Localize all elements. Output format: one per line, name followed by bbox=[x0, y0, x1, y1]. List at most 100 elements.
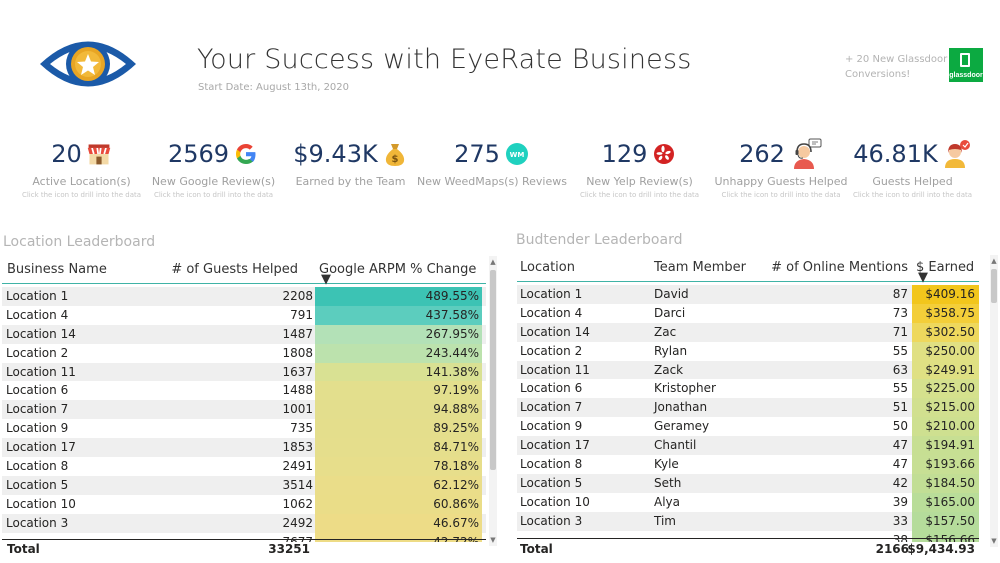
kpi-yelp-reviews[interactable]: 129 New Yelp Review(s) Click the icon to… bbox=[572, 138, 707, 199]
cell-guests-helped: 735 bbox=[290, 421, 313, 436]
col-google-arpm[interactable]: Google ARPM % Change bbox=[319, 262, 477, 277]
cell-location: Location 2 bbox=[520, 343, 583, 358]
cell-team-member: Jonathan bbox=[654, 400, 708, 415]
table-row[interactable]: Location 1 David 87 $409.16 bbox=[517, 285, 979, 304]
total-online-mentions: 2166 bbox=[875, 542, 909, 556]
cell-team-member: Seth bbox=[654, 475, 682, 490]
cell-earned: $302.50 bbox=[912, 322, 979, 342]
table-row[interactable]: Location 5 Seth 42 $184.50 bbox=[517, 473, 979, 493]
cell-team-member: Alya bbox=[654, 494, 680, 509]
cell-google-arpm: 437.58% bbox=[315, 305, 482, 325]
location-table-scrollbar[interactable]: ▲ ▼ bbox=[489, 256, 497, 546]
table-row[interactable]: Location 5 3514 62.12% bbox=[2, 475, 486, 495]
kpi-value: $9.43K bbox=[293, 140, 378, 168]
yelp-icon[interactable] bbox=[651, 141, 677, 167]
cell-online-mentions: 63 bbox=[892, 362, 908, 377]
scroll-up-icon[interactable]: ▲ bbox=[991, 257, 997, 265]
col-team-member[interactable]: Team Member bbox=[654, 260, 746, 275]
table-row[interactable]: Location 10 Alya 39 $165.00 bbox=[517, 492, 979, 512]
table-row[interactable]: Location 3 Tim 33 $157.50 bbox=[517, 511, 979, 531]
cell-google-arpm: 46.67% bbox=[315, 513, 482, 533]
table-row[interactable]: Location 4 Darci 73 $358.75 bbox=[517, 303, 979, 323]
kpi-active-locations[interactable]: 20 Active Location(s) Click the icon to … bbox=[14, 138, 149, 199]
cell-online-mentions: 55 bbox=[892, 381, 908, 396]
table-row[interactable]: Location 11 Zack 63 $249.91 bbox=[517, 360, 979, 380]
table-row[interactable]: Location 17 Chantil 47 $194.91 bbox=[517, 436, 979, 456]
cell-google-arpm: 141.38% bbox=[315, 362, 482, 382]
table-body: Location 1 2208 489.55% Location 4 791 437.58… bbox=[2, 287, 486, 542]
col-location[interactable]: Location bbox=[520, 260, 575, 275]
google-icon[interactable] bbox=[233, 141, 259, 167]
cell-guests-helped: 1488 bbox=[282, 383, 313, 398]
table-row[interactable]: 38 $156.66 bbox=[517, 530, 979, 542]
cell-business-name: Location 1 bbox=[6, 289, 69, 303]
glassdoor-logo[interactable]: glassdoor bbox=[949, 48, 983, 82]
support-agent-icon[interactable] bbox=[789, 138, 823, 169]
table-row[interactable]: Location 7 Jonathan 51 $215.00 bbox=[517, 398, 979, 418]
table-row[interactable]: Location 3 2492 46.67% bbox=[2, 513, 486, 533]
table-row[interactable]: Location 9 Geramey 50 $210.00 bbox=[517, 417, 979, 437]
cell-location: Location 17 bbox=[520, 438, 590, 453]
kpi-google-reviews[interactable]: 2569 New Google Review(s) Click the icon… bbox=[146, 138, 281, 199]
table-row[interactable]: Location 8 Kyle 47 $193.66 bbox=[517, 455, 979, 474]
table-row[interactable]: Location 10 1062 60.86% bbox=[2, 494, 486, 514]
sort-desc-icon[interactable]: ▼ bbox=[918, 270, 928, 285]
scroll-thumb[interactable] bbox=[490, 270, 496, 470]
table-row[interactable]: Location 6 Kristopher 55 $225.00 bbox=[517, 379, 979, 399]
total-label: Total bbox=[7, 542, 40, 556]
cell-business-name: Location 9 bbox=[6, 421, 69, 436]
kpi-hint: Click the icon to drill into the data bbox=[21, 191, 142, 199]
kpi-guests-helped[interactable]: 46.81K Guests Helped Click the icon to d… bbox=[850, 138, 975, 199]
table-row[interactable]: Location 2 Rylan 55 $250.00 bbox=[517, 341, 979, 361]
kpi-unhappy-guests[interactable]: 262 Unhappy Guests Helped Click the icon… bbox=[712, 138, 850, 199]
scroll-down-icon[interactable]: ▼ bbox=[490, 536, 496, 544]
cell-location: Location 6 bbox=[520, 381, 583, 396]
col-business-name[interactable]: Business Name bbox=[7, 262, 107, 277]
cell-business-name: Location 11 bbox=[6, 364, 76, 379]
cell-earned: $249.91 bbox=[912, 360, 979, 380]
table-row[interactable]: Location 8 2491 78.18% bbox=[2, 457, 486, 476]
cell-google-arpm: 94.88% bbox=[315, 400, 482, 420]
kpi-weedmaps-reviews[interactable]: 275 WM New WeedMaps(s) Reviews bbox=[417, 138, 567, 188]
weedmaps-icon[interactable]: WM bbox=[504, 141, 530, 167]
table-row[interactable]: Location 9 735 89.25% bbox=[2, 419, 486, 439]
table-row[interactable]: Location 17 1853 84.71% bbox=[2, 438, 486, 458]
table-row[interactable]: Location 2 1808 243.44% bbox=[2, 343, 486, 363]
guest-icon[interactable] bbox=[942, 140, 972, 168]
table-row[interactable]: Location 11 1637 141.38% bbox=[2, 362, 486, 382]
cell-team-member: Tim bbox=[654, 513, 676, 528]
cell-earned: $225.00 bbox=[912, 379, 979, 399]
cell-online-mentions: 50 bbox=[892, 419, 908, 434]
scroll-down-icon[interactable]: ▼ bbox=[991, 537, 997, 545]
weedmaps-icon-text: WM bbox=[510, 151, 525, 159]
table-row[interactable]: Location 1 2208 489.55% bbox=[2, 287, 486, 306]
table-row[interactable]: Location 14 Zac 71 $302.50 bbox=[517, 322, 979, 342]
col-guests-helped[interactable]: # of Guests Helped bbox=[171, 262, 298, 277]
cell-earned: $184.50 bbox=[912, 473, 979, 493]
cell-earned: $215.00 bbox=[912, 398, 979, 418]
budtender-table-scrollbar[interactable]: ▲ ▼ bbox=[990, 255, 998, 547]
cell-online-mentions: 47 bbox=[892, 457, 908, 472]
cell-google-arpm: 42.72% bbox=[315, 532, 482, 542]
cell-business-name: Location 2 bbox=[6, 345, 69, 360]
cell-business-name: Location 10 bbox=[6, 496, 76, 511]
scroll-up-icon[interactable]: ▲ bbox=[490, 258, 496, 266]
kpi-label: New WeedMaps(s) Reviews bbox=[417, 175, 567, 188]
store-icon[interactable] bbox=[86, 141, 112, 167]
table-row[interactable]: 7677 42.72% bbox=[2, 532, 486, 542]
col-online-mentions[interactable]: # of Online Mentions bbox=[771, 260, 908, 275]
cell-online-mentions: 47 bbox=[892, 438, 908, 453]
table-row[interactable]: Location 7 1001 94.88% bbox=[2, 400, 486, 420]
cell-guests-helped: 791 bbox=[290, 307, 313, 322]
col-earned[interactable]: $ Earned bbox=[916, 260, 975, 275]
kpi-hint: Click the icon to drill into the data bbox=[852, 191, 973, 199]
glassdoor-g-icon bbox=[960, 53, 970, 67]
sort-desc-icon[interactable]: ▼ bbox=[321, 272, 331, 287]
kpi-label: Guests Helped bbox=[872, 175, 953, 188]
table-row[interactable]: Location 4 791 437.58% bbox=[2, 305, 486, 325]
scroll-thumb[interactable] bbox=[991, 269, 997, 303]
kpi-value: 20 bbox=[51, 140, 82, 168]
table-row[interactable]: Location 6 1488 97.19% bbox=[2, 381, 486, 401]
cell-online-mentions: 55 bbox=[892, 343, 908, 358]
table-row[interactable]: Location 14 1487 267.95% bbox=[2, 324, 486, 344]
